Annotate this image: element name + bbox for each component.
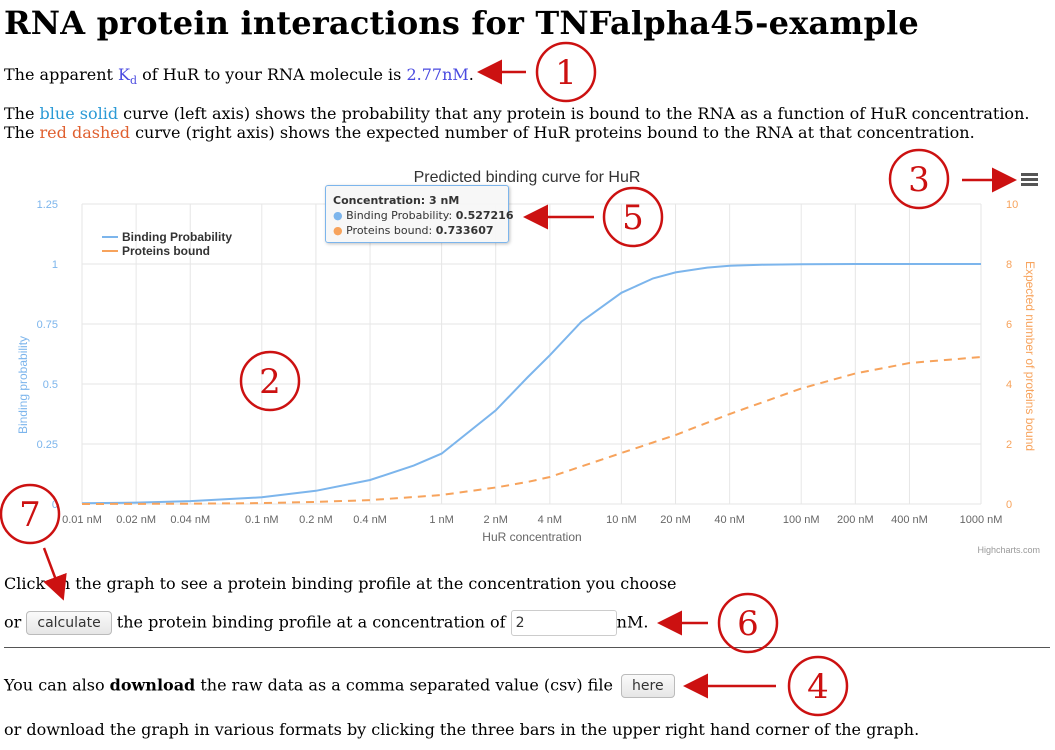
tooltip-header: Concentration: 3 nM [333,194,460,207]
y-axis-label-left: Binding probability [16,336,30,434]
y-tick-label-right: 10 [1006,199,1018,211]
y-axis-label-right: Expected number of proteins bound [1023,261,1037,451]
download-row: You can also download the raw data as a … [4,674,675,698]
kd-middle: of HuR to your RNA molecule is [137,65,407,84]
y-tick-label-left: 0 [52,499,58,511]
y-tick-label-left: 0.5 [43,379,58,391]
x-tick-label: 10 nM [606,514,637,526]
kd-symbol: Kd [118,65,138,88]
x-tick-label: 0.2 nM [299,514,333,526]
right-axis-ticks: 0 2 4 6 8 10 [1006,199,1018,511]
x-tick-label: 200 nM [837,514,874,526]
legend-item-binding-probability[interactable]: Binding Probability [122,230,232,244]
tooltip-series-2: ● Proteins bound: 0.733607 [333,224,494,237]
annotation-7: 7 [19,495,41,535]
hamburger-menu-icon[interactable] [1021,173,1038,186]
chart-legend: Binding Probability Proteins bound [102,230,232,258]
x-tick-label: 1000 nM [960,514,1003,526]
kd-prefix: The apparent [4,65,119,84]
x-tick-label: 0.4 nM [353,514,387,526]
x-tick-label: 100 nM [783,514,820,526]
y-tick-label-left: 1.25 [37,199,58,211]
y-tick-label-right: 8 [1006,259,1012,271]
concentration-input[interactable] [510,610,617,636]
x-tick-label: 0.01 nM [62,514,102,526]
x-tick-label: 400 nM [891,514,928,526]
kd-suffix: . [468,65,474,84]
x-tick-label: 0.04 nM [170,514,210,526]
description-line-1: The blue solid curve (left axis) shows t… [4,104,1030,123]
divider [4,647,1050,648]
calculate-button[interactable]: calculate [26,611,112,635]
chart-grid [81,203,982,505]
kd-value: 2.77nM [406,65,469,84]
chart-credits[interactable]: Highcharts.com [977,545,1040,555]
page-title: RNA protein interactions for TNFalpha45-… [4,4,919,42]
annotation-6: 6 [737,604,759,644]
y-tick-label-right: 4 [1006,379,1012,391]
download-bold: download [109,675,196,695]
x-tick-label: 20 nM [660,514,691,526]
red-curve-label: red dashed [39,123,130,142]
footer-instruction: or download the graph in various formats… [4,720,920,739]
chart-title: Predicted binding curve for HuR [414,169,641,186]
x-tick-label: 1 nM [429,514,453,526]
calculate-row: or calculate the protein binding profile… [4,610,648,636]
x-tick-label: 2 nM [483,514,507,526]
or-text: or [4,612,22,632]
description-line-2: The red dashed curve (right axis) shows … [4,123,975,142]
kd-statement: The apparent Kd of HuR to your RNA molec… [4,65,474,87]
y-tick-label-right: 0 [1006,499,1012,511]
x-tick-label: 0.1 nM [245,514,279,526]
x-axis-ticks: 0.01 nM 0.02 nM 0.04 nM 0.1 nM 0.2 nM 0.4 nM 1… [62,514,1002,526]
y-tick-label-right: 2 [1006,439,1012,451]
binding-chart[interactable]: Predicted binding curve for HuR 0 0.25 0.5… [0,160,1055,560]
annotation-1: 1 [555,53,577,93]
left-axis-ticks: 0 0.25 0.5 0.75 1 1.25 [37,199,58,511]
nm-unit: nM. [616,612,649,632]
y-tick-label-left: 0.75 [37,319,58,331]
annotation-4: 4 [807,667,829,707]
red-arrow-icon [42,59,1017,699]
click-instruction: Click on the graph to see a protein bind… [4,574,677,593]
y-tick-label-right: 6 [1006,319,1012,331]
annotation-2: 2 [259,362,281,402]
chart-tooltip: Concentration: 3 nM ● Binding Probabilit… [325,185,514,243]
tooltip-series-1: ● Binding Probability: 0.527216 [333,209,514,222]
blue-curve-label: blue solid [39,104,119,123]
download-here-button[interactable]: here [621,674,675,698]
x-tick-label: 0.02 nM [116,514,156,526]
y-tick-label-left: 0.25 [37,439,58,451]
annotation-3: 3 [908,160,930,200]
binding-probability-line[interactable] [81,263,981,505]
calculate-description: the protein binding profile at a concent… [116,612,506,632]
legend-item-proteins-bound[interactable]: Proteins bound [122,244,210,258]
x-tick-label: 4 nM [538,514,562,526]
y-tick-label-left: 1 [52,259,58,271]
x-tick-label: 40 nM [714,514,745,526]
x-axis-label: HuR concentration [482,530,581,544]
annotation-5: 5 [622,198,644,238]
